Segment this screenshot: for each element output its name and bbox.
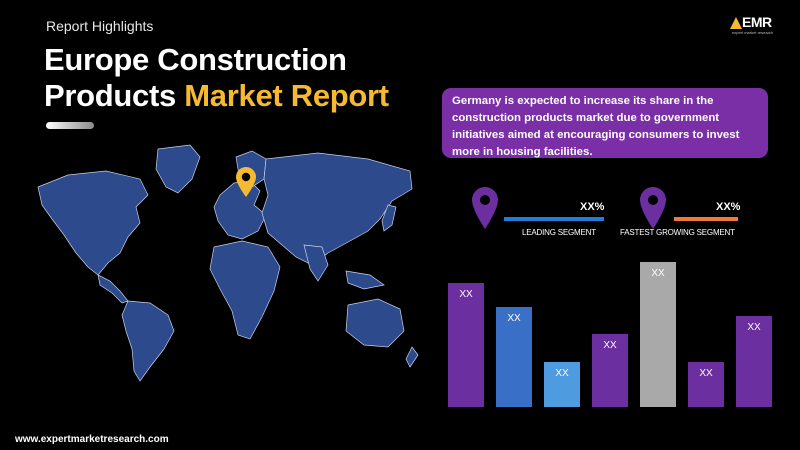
kpi-accent-bar [674,217,738,221]
location-pin-icon [640,187,666,229]
map-location-pin-icon [236,167,256,197]
location-pin-icon [472,187,498,229]
bar-2 [496,307,532,407]
logo-tagline: expert market research [732,30,774,35]
kpi-leading-segment: XX% LEADING SEGMENT [472,187,604,247]
bar-1 [448,283,484,407]
bar-7 [736,316,772,407]
south-america-shape [121,300,175,382]
logo-mark-icon [730,17,742,29]
new-zealand-shape [405,346,419,368]
title-accent: Market Report [184,78,389,113]
greenland-shape [155,144,201,194]
bar-label-4: XX [603,340,617,351]
india-shape [303,244,329,282]
japan-shape [381,204,397,232]
eyebrow: Report Highlights [46,18,154,34]
title-plain: Products [44,78,185,113]
bar-label-1: XX [459,289,473,300]
bar-3 [544,362,580,407]
asia-shape [261,152,413,266]
title-line-1: Europe Construction [44,42,347,77]
kpi-value: XX% [580,201,605,213]
kpi-label: FASTEST GROWING SEGMENT [620,228,735,237]
bar-6 [688,362,724,407]
europe-shape [213,180,267,240]
north-america-shape [37,170,149,276]
insight-callout: Germany is expected to increase its shar… [442,88,768,158]
australia-shape [345,298,405,348]
bar-label-7: XX [747,322,761,333]
title-line-2: Products Market Report [44,78,389,114]
kpi-fastest-growing-segment: XX% FASTEST GROWING SEGMENT [620,187,741,247]
logo-text: EMR [742,14,772,30]
africa-shape [209,240,281,340]
bar-label-3: XX [555,368,569,379]
kpi-value: XX% [716,201,741,213]
bar-label-5: XX [651,268,665,279]
bar-label-2: XX [507,313,521,324]
world-map [37,144,419,382]
emr-logo: EMR expert market research [728,12,784,38]
footer-url: www.expertmarketresearch.com [15,434,169,445]
bar-label-6: XX [699,368,713,379]
kpi-accent-bar [504,217,604,221]
page-title: Europe Construction Products Market Repo… [44,42,389,114]
bar-5 [640,262,676,407]
bar-4 [592,334,628,407]
bar-chart: XX XX XX XX XX XX XX [440,255,780,407]
central-america-shape [97,274,129,304]
title-underline [46,122,94,129]
kpi-label: LEADING SEGMENT [522,228,596,237]
southeast-asia-shape [345,270,385,290]
